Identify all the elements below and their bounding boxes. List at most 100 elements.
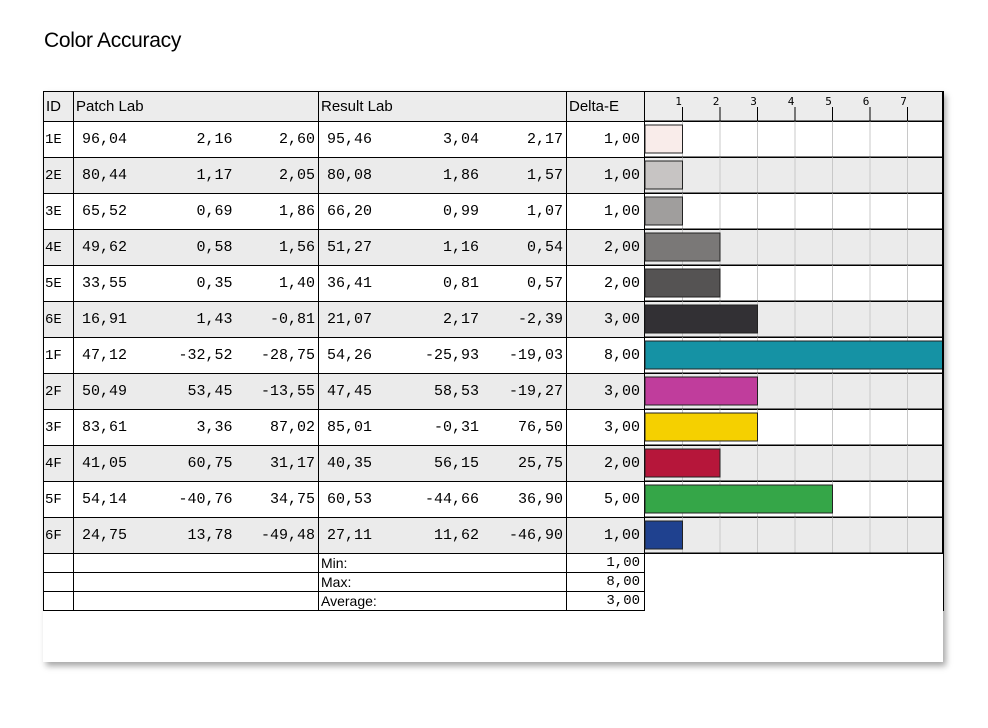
result-lab-value: -46,90 <box>508 527 563 544</box>
result-lab-value: -19,03 <box>508 347 563 364</box>
delta-e-value: 1,00 <box>566 157 645 194</box>
chart-cell <box>644 517 944 554</box>
result-lab-value: -0,31 <box>433 419 479 436</box>
delta-e-value: 8,00 <box>566 337 645 374</box>
bar-6F <box>644 520 683 550</box>
delta-e-bar-chart: 1 2 3 4 5 6 7 <box>644 91 943 554</box>
bar-5E <box>644 268 721 298</box>
summary-empty-cell <box>73 572 319 592</box>
summary-label: Max: <box>318 572 567 592</box>
result-lab-value: 1,07 <box>526 203 563 220</box>
summary-empty-cell <box>73 591 319 611</box>
row-id: 3E <box>43 193 74 230</box>
result-lab-value: 80,08 <box>327 167 373 184</box>
result-lab-value: 54,26 <box>327 347 373 364</box>
patch-lab-cell: 41,05 60,75 31,17 <box>73 445 319 482</box>
row-id: 6F <box>43 517 74 554</box>
result-lab-value: 95,46 <box>327 131 373 148</box>
bar-2E <box>644 160 683 190</box>
result-lab-value: 0,99 <box>442 203 479 220</box>
x-tick-label: 3 <box>750 95 757 108</box>
delta-e-value: 2,00 <box>566 265 645 302</box>
result-lab-value: -44,66 <box>424 491 479 508</box>
result-lab-cell: 36,41 0,81 0,57 <box>318 265 567 302</box>
patch-lab-cell: 80,44 1,17 2,05 <box>73 157 319 194</box>
patch-lab-value: -49,48 <box>260 527 315 544</box>
patch-lab-value: 24,75 <box>82 527 128 544</box>
result-lab-value: 66,20 <box>327 203 373 220</box>
result-lab-value: -25,93 <box>424 347 479 364</box>
row-id: 3F <box>43 409 74 446</box>
delta-e-value: 1,00 <box>566 193 645 230</box>
patch-lab-value: 31,17 <box>269 455 315 472</box>
patch-lab-value: 2,05 <box>278 167 315 184</box>
header-delta-e: Delta-E <box>566 91 645 122</box>
result-lab-cell: 85,01 -0,31 76,50 <box>318 409 567 446</box>
result-lab-value: 1,57 <box>526 167 563 184</box>
row-id: 6E <box>43 301 74 338</box>
bar-1F <box>644 340 943 370</box>
patch-lab-cell: 49,62 0,58 1,56 <box>73 229 319 266</box>
summary-empty-cell <box>43 572 74 592</box>
result-lab-value: 56,15 <box>433 455 479 472</box>
patch-lab-cell: 47,12 -32,52 -28,75 <box>73 337 319 374</box>
header-patch-lab: Patch Lab <box>73 91 319 122</box>
table-row: 3F 83,61 3,36 87,02 85,01 -0,31 76,50 3,00 <box>43 409 944 446</box>
patch-lab-value: 1,43 <box>196 311 233 328</box>
patch-lab-value: 1,17 <box>196 167 233 184</box>
result-lab-value: 60,53 <box>327 491 373 508</box>
patch-lab-value: 0,58 <box>196 239 233 256</box>
patch-lab-value: 3,36 <box>196 419 233 436</box>
patch-lab-value: 65,52 <box>82 203 128 220</box>
result-lab-cell: 21,07 2,17 -2,39 <box>318 301 567 338</box>
bar-3E <box>644 196 683 226</box>
x-tick-label: 6 <box>863 95 870 108</box>
summary-label: Average: <box>318 591 567 611</box>
summary-empty-cell <box>73 553 319 573</box>
result-lab-cell: 66,20 0,99 1,07 <box>318 193 567 230</box>
patch-lab-value: -40,76 <box>178 491 233 508</box>
patch-lab-cell: 33,55 0,35 1,40 <box>73 265 319 302</box>
result-lab-value: 0,54 <box>526 239 563 256</box>
result-lab-value: -2,39 <box>517 311 563 328</box>
header-id: ID <box>43 91 74 122</box>
patch-lab-value: 83,61 <box>82 419 128 436</box>
row-id: 2F <box>43 373 74 410</box>
delta-e-value: 2,00 <box>566 229 645 266</box>
chart-cell <box>644 121 944 158</box>
table-row: 2E 80,44 1,17 2,05 80,08 1,86 1,57 1,00 <box>43 157 944 194</box>
patch-lab-value: 41,05 <box>82 455 128 472</box>
bar-6E <box>644 304 758 334</box>
summary-chart-blank <box>644 553 944 573</box>
row-id: 5E <box>43 265 74 302</box>
chart-cell <box>644 157 944 194</box>
patch-lab-value: 2,16 <box>196 131 233 148</box>
bar-1E <box>644 124 683 154</box>
summary-row: Min: 1,00 <box>43 553 944 573</box>
patch-lab-cell: 54,14 -40,76 34,75 <box>73 481 319 518</box>
delta-e-value: 3,00 <box>566 373 645 410</box>
result-lab-value: 2,17 <box>526 131 563 148</box>
table-row: 1E 96,04 2,16 2,60 95,46 3,04 2,17 1,00 <box>43 121 944 158</box>
result-lab-value: 36,41 <box>327 275 373 292</box>
patch-lab-value: 49,62 <box>82 239 128 256</box>
header-chart-axis <box>644 91 944 122</box>
result-lab-value: 1,16 <box>442 239 479 256</box>
table-row: 6E 16,91 1,43 -0,81 21,07 2,17 -2,39 3,00 <box>43 301 944 338</box>
patch-lab-cell: 50,49 53,45 -13,55 <box>73 373 319 410</box>
chart-cell <box>644 193 944 230</box>
table-row: 5E 33,55 0,35 1,40 36,41 0,81 0,57 2,00 <box>43 265 944 302</box>
bar-4E <box>644 232 721 262</box>
patch-lab-value: 13,78 <box>187 527 233 544</box>
patch-lab-value: 53,45 <box>187 383 233 400</box>
bar-2F <box>644 376 758 406</box>
delta-e-value: 1,00 <box>566 121 645 158</box>
patch-lab-value: -32,52 <box>178 347 233 364</box>
result-lab-value: 36,90 <box>517 491 563 508</box>
patch-lab-value: 80,44 <box>82 167 128 184</box>
result-lab-cell: 47,45 58,53 -19,27 <box>318 373 567 410</box>
patch-lab-value: 16,91 <box>82 311 128 328</box>
summary-value: 1,00 <box>566 553 645 573</box>
patch-lab-cell: 16,91 1,43 -0,81 <box>73 301 319 338</box>
x-tick-label: 5 <box>825 95 832 108</box>
